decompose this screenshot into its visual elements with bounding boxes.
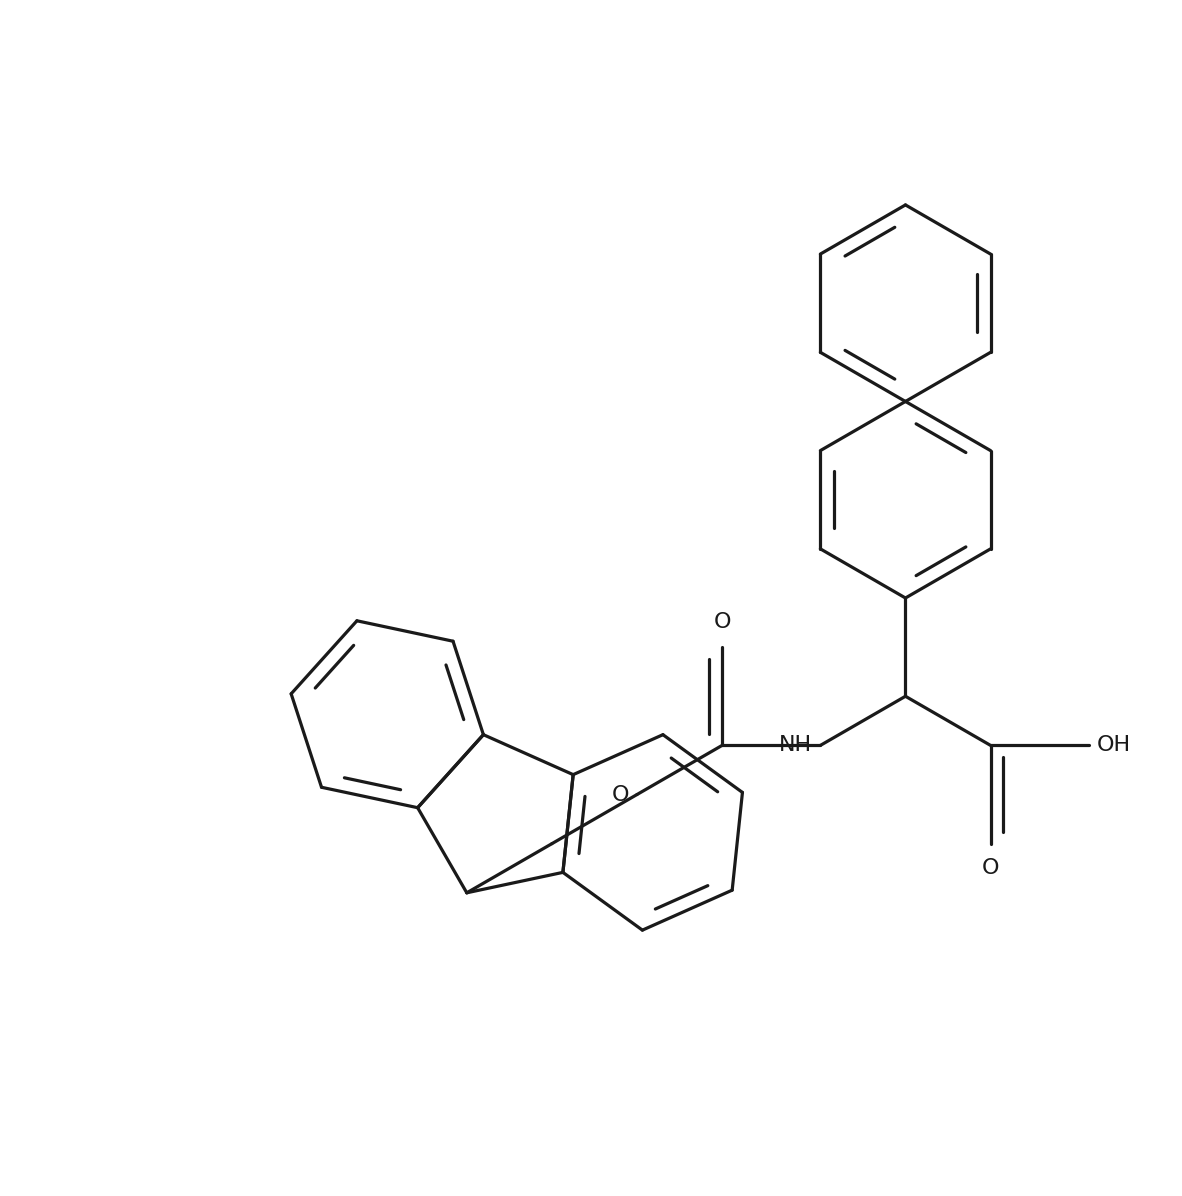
Text: O: O (982, 859, 999, 878)
Text: O: O (714, 612, 730, 633)
Text: OH: OH (1097, 736, 1131, 756)
Text: O: O (611, 785, 629, 805)
Text: NH: NH (779, 736, 812, 756)
